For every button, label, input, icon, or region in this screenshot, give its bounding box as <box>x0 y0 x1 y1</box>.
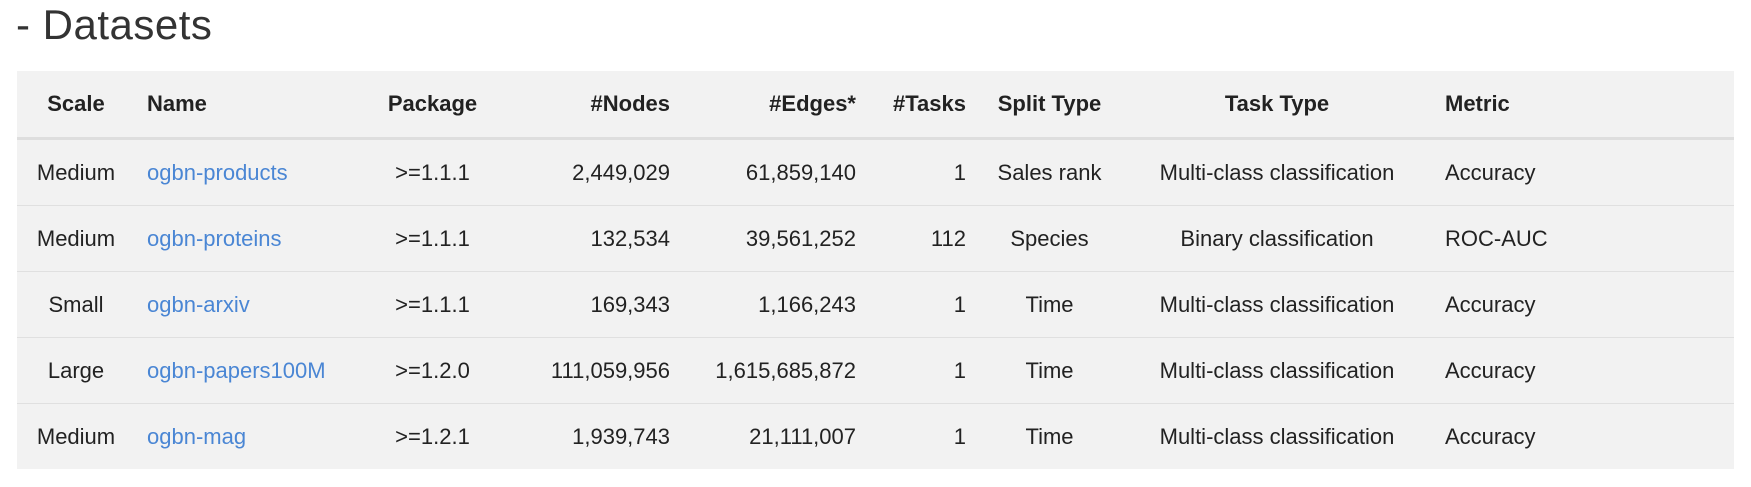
table-row: Large ogbn-papers100M >=1.2.0 111,059,95… <box>17 337 1734 404</box>
cell-nodes: 1,939,743 <box>495 403 682 469</box>
cell-tasks: 1 <box>868 403 978 469</box>
cell-tasks: 1 <box>868 337 978 404</box>
cell-package: >=1.2.0 <box>370 337 495 404</box>
datasets-table-container: Scale Name Package #Nodes #Edges* #Tasks… <box>17 71 1734 469</box>
cell-package: >=1.1.1 <box>395 159 470 185</box>
col-header-nodes: #Nodes <box>495 71 682 140</box>
cell-task-type: Multi-class classification <box>1121 271 1433 338</box>
col-header-scale: Scale <box>17 71 135 140</box>
cell-scale: Medium <box>36 159 116 185</box>
cell-split-type: Species <box>978 205 1121 272</box>
cell-edges: 1,166,243 <box>682 271 868 338</box>
cell-metric: Accuracy <box>1433 337 1734 404</box>
cell-tasks: 1 <box>868 271 978 338</box>
cell-edges: 21,111,007 <box>682 403 868 469</box>
cell-name: ogbn-proteins <box>135 205 370 272</box>
table-row: Small ogbn-arxiv >=1.1.1 169,343 1,166,2… <box>17 271 1734 338</box>
table-row: Medium ogbn-proteins >=1.1.1 132,534 39,… <box>17 205 1734 272</box>
col-header-edges: #Edges* <box>682 71 868 140</box>
cell-tasks: 1 <box>953 159 966 185</box>
dataset-link-ogbn-proteins[interactable]: ogbn-proteins <box>147 225 282 251</box>
cell-metric: Accuracy <box>1445 159 1536 185</box>
col-header-metric: Metric <box>1433 71 1734 140</box>
cell-split-type: Time <box>978 337 1121 404</box>
cell-task-type: Multi-class classification <box>1121 403 1433 469</box>
cell-metric: Accuracy <box>1433 271 1734 338</box>
cell-split-type: Sales rank <box>997 159 1102 185</box>
page-title: - Datasets <box>16 1 213 48</box>
cell-edges: 61,859,140 <box>745 159 856 185</box>
cell-task-type: Multi-class classification <box>1121 337 1433 404</box>
cell-package: >=1.1.1 <box>370 205 495 272</box>
table-row: Medium ogbn-products >=1.1.1 2,449,029 6… <box>17 139 1734 206</box>
col-header-name: Name <box>135 71 370 140</box>
cell-task-type: Binary classification <box>1121 205 1433 272</box>
cell-edges: 39,561,252 <box>682 205 868 272</box>
cell-name: ogbn-mag <box>135 403 370 469</box>
cell-name: ogbn-products <box>135 139 370 206</box>
cell-nodes: 132,534 <box>495 205 682 272</box>
cell-nodes: 111,059,956 <box>495 337 682 404</box>
cell-scale: Large <box>17 337 135 404</box>
cell-nodes: 169,343 <box>495 271 682 338</box>
cell-split-type: Time <box>978 403 1121 469</box>
cell-tasks: 112 <box>868 205 978 272</box>
dataset-link-ogbn-mag[interactable]: ogbn-mag <box>147 423 247 449</box>
cell-split-type: Time <box>978 271 1121 338</box>
cell-name: ogbn-arxiv <box>135 271 370 338</box>
cell-name: ogbn-papers100M <box>135 337 370 404</box>
cell-scale: Medium <box>17 403 135 469</box>
col-header-task-type: Task Type <box>1121 71 1433 140</box>
col-header-package: Package <box>370 71 495 140</box>
cell-scale: Small <box>17 271 135 338</box>
col-header-split-type: Split Type <box>978 71 1121 140</box>
cell-package: >=1.2.1 <box>370 403 495 469</box>
cell-task-type: Multi-class classification <box>1159 159 1395 185</box>
cell-nodes: 2,449,029 <box>572 159 670 185</box>
table-header-row: Scale Name Package #Nodes #Edges* #Tasks… <box>17 71 1734 140</box>
datasets-table: Scale Name Package #Nodes #Edges* #Tasks… <box>17 71 1734 469</box>
table-row: Medium ogbn-mag >=1.2.1 1,939,743 21,111… <box>17 403 1734 469</box>
dataset-link-ogbn-arxiv[interactable]: ogbn-arxiv <box>147 291 250 317</box>
dataset-link-ogbn-products[interactable]: ogbn-products <box>147 159 288 185</box>
col-header-tasks: #Tasks <box>868 71 978 140</box>
dataset-link-ogbn-papers100m[interactable]: ogbn-papers100M <box>147 357 326 383</box>
cell-scale: Medium <box>17 205 135 272</box>
cell-package: >=1.1.1 <box>370 271 495 338</box>
cell-metric: Accuracy <box>1433 403 1734 469</box>
cell-metric: ROC-AUC <box>1433 205 1734 272</box>
cell-edges: 1,615,685,872 <box>682 337 868 404</box>
